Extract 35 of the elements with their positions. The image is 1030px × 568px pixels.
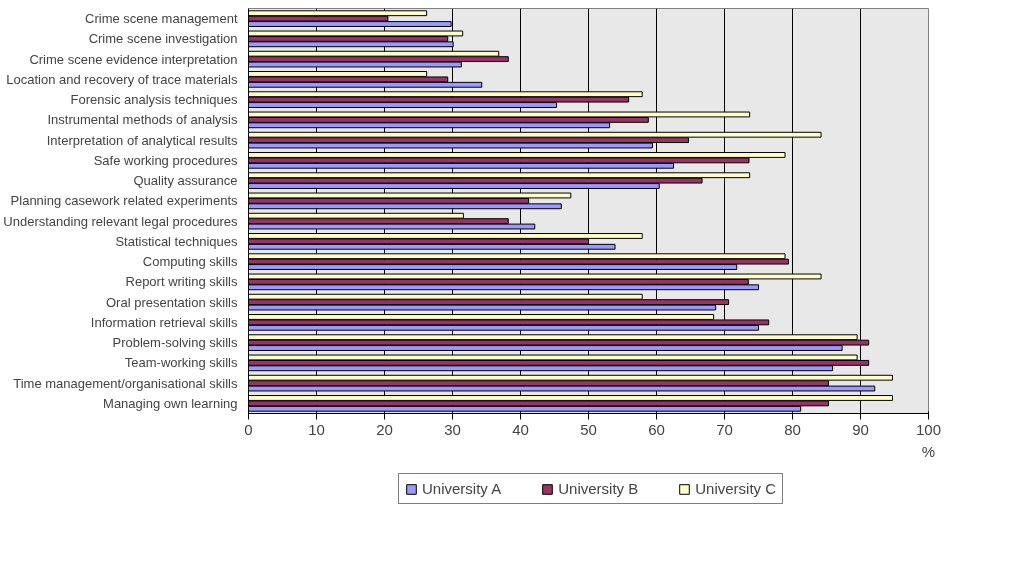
x-tick-label: 40 <box>512 420 529 438</box>
x-tick-label: 50 <box>580 420 597 438</box>
y-tick-label: Information retrieval skills <box>90 314 238 330</box>
y-tick-label: Interpretation of analytical results <box>46 132 238 148</box>
y-tick-label: Safe working procedures <box>93 152 238 168</box>
y-tick-label: Oral presentation skills <box>106 294 238 310</box>
x-tick-label: 60 <box>648 420 665 438</box>
y-tick-label: Time management/organisational skills <box>13 375 238 391</box>
y-tick-label: Crime scene investigation <box>88 31 238 47</box>
legend-label: University A <box>422 480 502 497</box>
x-tick-label: 80 <box>784 420 801 438</box>
y-tick-label: Crime scene management <box>85 11 238 27</box>
y-tick-label: Forensic analysis techniques <box>70 92 238 108</box>
y-tick-label: Problem-solving skills <box>112 335 238 351</box>
x-tick-label: 100 <box>915 420 942 438</box>
legend-label: University C <box>695 480 777 497</box>
x-axis-title: % <box>921 442 936 460</box>
x-tick-label: 30 <box>444 420 461 438</box>
y-tick-label: Location and recovery of trace materials <box>6 71 238 87</box>
y-tick-label: Managing own learning <box>103 395 238 411</box>
y-tick-label: Statistical techniques <box>115 233 238 249</box>
legend-label: University B <box>558 480 639 497</box>
x-tick-label: 0 <box>244 420 253 438</box>
y-tick-label: Planning casework related experiments <box>10 193 238 209</box>
y-tick-label: Understanding relevant legal procedures <box>3 213 238 229</box>
y-tick-label: Quality assurance <box>133 173 238 189</box>
x-tick-label: 90 <box>852 420 869 438</box>
y-tick-label: Crime scene evidence interpretation <box>29 51 238 67</box>
x-tick-label: 10 <box>308 420 325 438</box>
y-tick-label: Team-working skills <box>124 355 238 371</box>
x-tick-label: 20 <box>376 420 393 438</box>
y-tick-label: Report writing skills <box>125 274 238 290</box>
y-tick-label: Computing skills <box>142 254 238 270</box>
x-tick-label: 70 <box>716 420 733 438</box>
y-tick-label: Instrumental methods of analysis <box>47 112 238 128</box>
